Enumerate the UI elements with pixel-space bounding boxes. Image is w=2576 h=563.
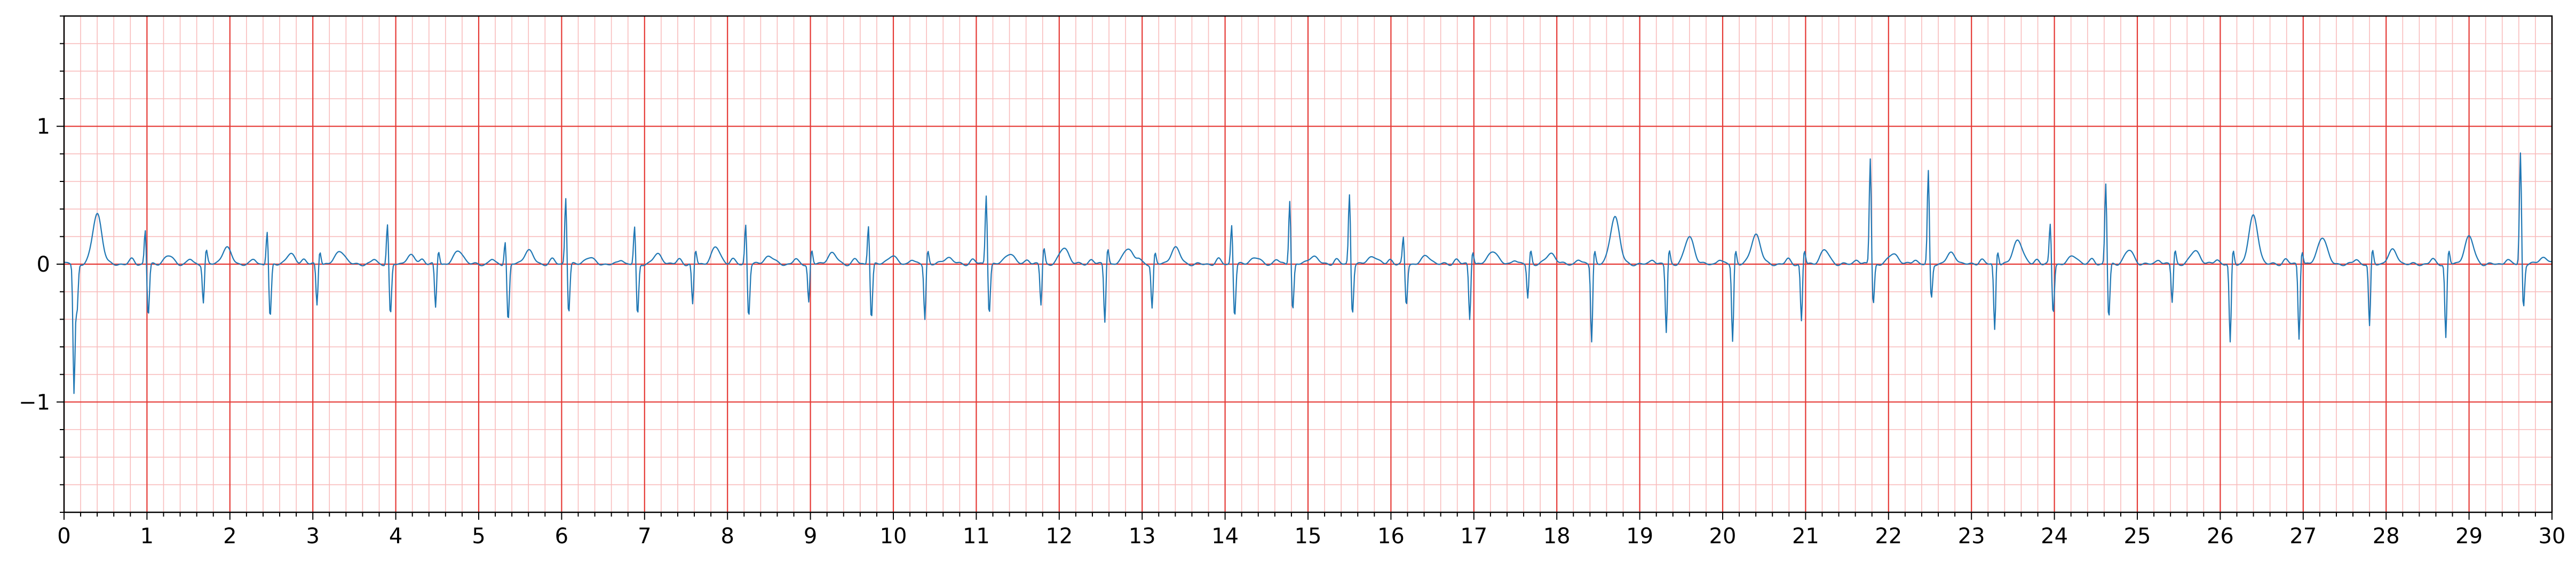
y-axis: −1 0 1 <box>19 16 64 512</box>
x-tick-label: 21 <box>1792 524 1819 549</box>
x-tick-label: 13 <box>1129 524 1156 549</box>
x-tick-label: 19 <box>1626 524 1653 549</box>
x-tick-label: 0 <box>57 524 70 549</box>
x-axis: 0 1 2 3 4 5 6 7 8 9 10 11 12 13 14 15 16 17 18 19 20 21 22 23 24… <box>57 512 2565 549</box>
x-tick-label: 30 <box>2539 524 2566 549</box>
x-tick-label: 18 <box>1543 524 1571 549</box>
x-tick-label: 23 <box>1958 524 1985 549</box>
x-tick-label: 7 <box>638 524 651 549</box>
x-tick-label: 14 <box>1211 524 1239 549</box>
x-tick-label: 5 <box>472 524 485 549</box>
y-tick-label: 0 <box>37 252 50 277</box>
x-tick-label: 2 <box>223 524 236 549</box>
x-tick-label: 11 <box>963 524 990 549</box>
x-tick-label: 16 <box>1377 524 1405 549</box>
x-tick-label: 9 <box>804 524 817 549</box>
x-tick-label: 22 <box>1875 524 1902 549</box>
x-tick-label: 26 <box>2207 524 2234 549</box>
x-tick-label: 15 <box>1295 524 1322 549</box>
x-tick-label: 3 <box>306 524 319 549</box>
x-tick-label: 17 <box>1460 524 1487 549</box>
x-tick-label: 10 <box>880 524 907 549</box>
x-tick-label: 27 <box>2289 524 2317 549</box>
x-tick-label: 8 <box>720 524 734 549</box>
x-tick-label: 12 <box>1045 524 1073 549</box>
x-tick-label: 28 <box>2373 524 2400 549</box>
x-tick-label: 25 <box>2124 524 2151 549</box>
y-tick-label: 1 <box>37 115 50 139</box>
x-tick-label: 24 <box>2041 524 2068 549</box>
x-tick-label: 29 <box>2455 524 2483 549</box>
x-tick-label: 6 <box>555 524 568 549</box>
y-tick-label: −1 <box>19 390 50 415</box>
x-tick-label: 4 <box>389 524 402 549</box>
x-tick-label: 1 <box>140 524 154 549</box>
x-tick-label: 20 <box>1709 524 1737 549</box>
